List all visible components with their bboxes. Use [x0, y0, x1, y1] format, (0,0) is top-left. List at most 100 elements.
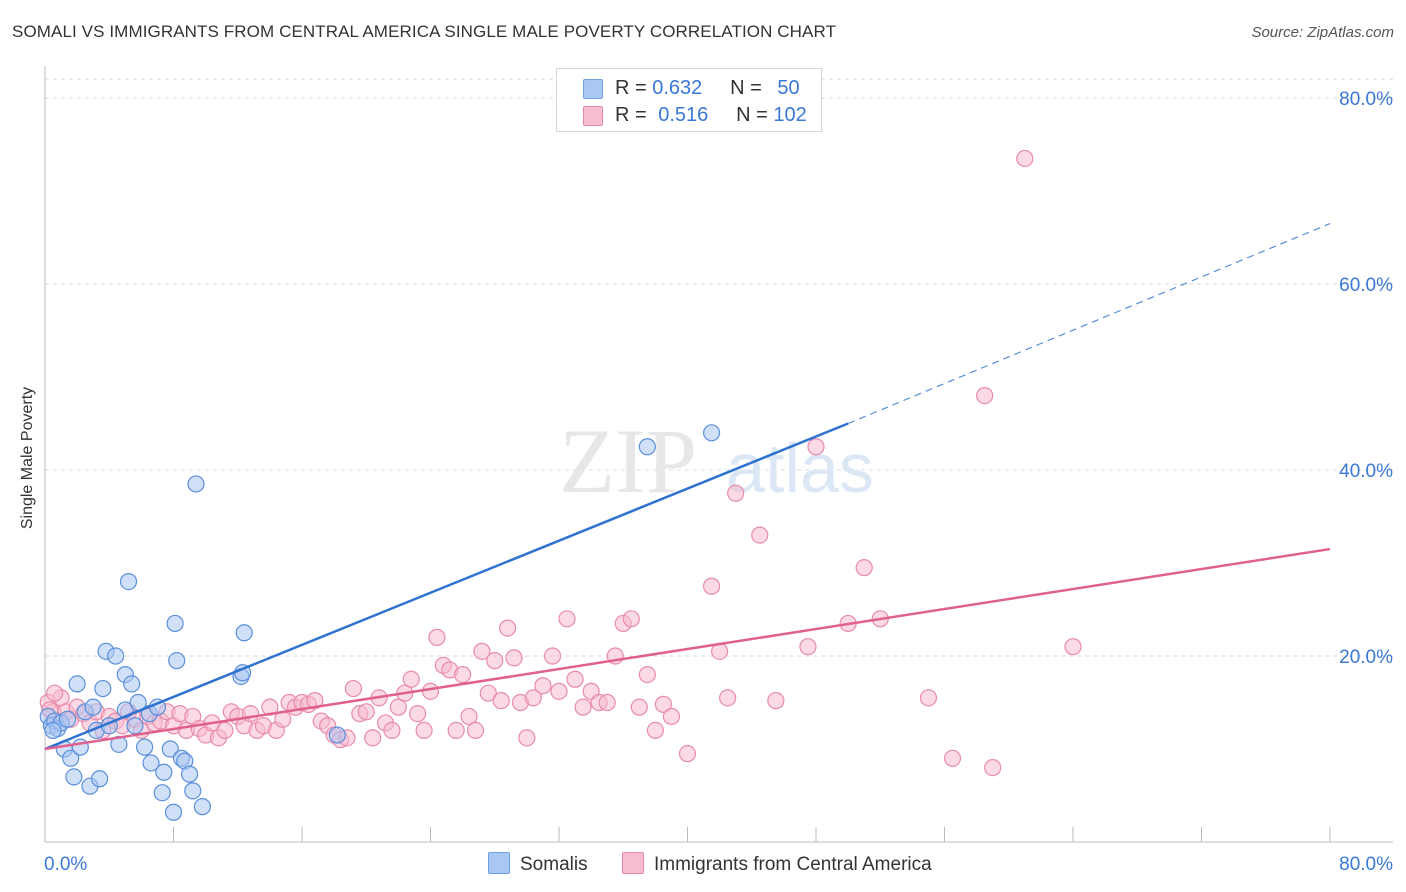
data-point-somalis	[91, 770, 109, 788]
data-point-central-america	[727, 484, 745, 502]
watermark-zip: ZIP	[559, 410, 697, 512]
data-point-central-america	[364, 729, 382, 747]
data-point-central-america	[855, 559, 873, 577]
x-tick-label: 80.0%	[1339, 854, 1393, 875]
data-point-central-america	[499, 619, 517, 637]
legend-label-somalis: Somalis	[520, 854, 588, 875]
correlation-legend: R = 0.632 N = 50 R = 0.516 N = 102	[556, 68, 822, 132]
data-point-central-america	[306, 692, 324, 710]
data-point-somalis	[65, 768, 83, 786]
data-point-central-america	[678, 745, 697, 763]
data-point-central-america	[558, 610, 576, 628]
data-point-central-america	[344, 679, 362, 698]
data-point-central-america	[1016, 149, 1034, 168]
y-tick-label: 60.0%	[1339, 275, 1393, 296]
data-point-somalis	[638, 438, 656, 456]
data-point-central-america	[807, 438, 825, 456]
legend-n-label: N =	[730, 77, 762, 99]
data-point-central-america	[550, 682, 568, 700]
trend-line-somalis-extension	[847, 222, 1331, 425]
data-point-somalis	[166, 614, 184, 633]
data-point-central-america	[505, 649, 523, 667]
x-tick-label: 0.0%	[44, 854, 87, 875]
data-point-central-america	[799, 638, 817, 656]
data-point-central-america	[751, 526, 769, 544]
data-point-central-america	[473, 642, 491, 660]
y-tick-label: 20.0%	[1339, 647, 1393, 668]
data-point-central-america	[719, 689, 737, 707]
data-point-central-america	[1064, 638, 1082, 656]
data-point-central-america	[638, 665, 656, 684]
data-point-central-america	[479, 684, 497, 702]
data-point-somalis	[142, 754, 160, 772]
data-point-central-america	[654, 695, 673, 713]
data-point-somalis	[328, 726, 346, 744]
legend-n-label: N =	[736, 104, 768, 126]
legend-item-somalis: Somalis	[488, 852, 588, 876]
trend-line-central-america	[44, 547, 1331, 751]
data-point-somalis	[58, 710, 77, 728]
data-point-central-america	[702, 577, 721, 595]
data-point-central-america	[402, 670, 420, 688]
watermark: ZIP atlas	[559, 410, 874, 512]
data-point-central-america	[574, 698, 592, 716]
data-point-central-america	[767, 692, 785, 710]
data-point-somalis	[126, 717, 144, 735]
legend-item-central-america: Immigrants from Central America	[622, 852, 932, 876]
data-point-somalis	[94, 679, 112, 698]
source-label: Source: ZipAtlas.com	[1251, 24, 1394, 41]
data-point-somalis	[161, 740, 179, 758]
data-point-somalis	[168, 652, 186, 670]
data-point-somalis	[123, 675, 141, 693]
legend-label-central-america: Immigrants from Central America	[654, 854, 932, 875]
data-point-central-america	[566, 670, 584, 688]
data-point-central-america	[383, 721, 401, 740]
data-point-somalis	[184, 782, 202, 800]
data-point-central-america	[409, 705, 427, 723]
y-tick-label: 40.0%	[1339, 461, 1393, 482]
data-point-central-america	[919, 689, 938, 707]
data-point-somalis	[44, 721, 62, 740]
data-point-central-america	[447, 721, 465, 740]
data-point-central-america	[524, 689, 542, 707]
data-point-central-america	[460, 707, 478, 726]
legend-r-value: 0.516	[658, 104, 709, 126]
data-point-central-america	[428, 628, 446, 647]
data-point-central-america	[242, 705, 260, 723]
legend-swatch-pink	[622, 852, 644, 874]
legend-row-central-america: R = 0.516 N = 102	[557, 102, 821, 128]
data-point-central-america	[216, 721, 234, 740]
data-point-central-america	[486, 652, 504, 670]
data-point-central-america	[454, 665, 472, 684]
data-point-somalis	[153, 784, 171, 802]
legend-r-label: R =	[615, 77, 647, 99]
data-point-central-america	[976, 387, 994, 405]
data-point-central-america	[46, 684, 64, 702]
data-point-central-america	[466, 721, 485, 740]
trend-line-somalis	[44, 422, 849, 751]
trend-lines	[44, 222, 1331, 751]
data-point-central-america	[622, 610, 640, 628]
y-tick-label: 80.0%	[1339, 89, 1393, 110]
data-point-somalis	[119, 572, 138, 591]
data-point-somalis	[62, 749, 80, 767]
data-point-somalis	[68, 675, 86, 693]
data-point-central-america	[943, 749, 962, 767]
data-point-central-america	[415, 721, 433, 740]
data-point-somalis	[107, 647, 125, 665]
data-point-central-america	[421, 682, 440, 700]
data-point-central-america	[492, 692, 510, 710]
data-point-somalis	[135, 738, 154, 756]
data-point-somalis	[155, 763, 173, 781]
data-point-somalis	[193, 798, 212, 816]
legend-n-value: 102	[773, 104, 807, 126]
legend-n-value: 50	[777, 77, 800, 99]
data-point-central-america	[598, 693, 616, 712]
data-point-central-america	[518, 729, 536, 747]
chart-title: SOMALI VS IMMIGRANTS FROM CENTRAL AMERIC…	[12, 22, 837, 41]
legend-swatch-blue	[583, 79, 603, 99]
legend-r-value: 0.632	[652, 77, 703, 99]
legend-swatch-blue	[488, 852, 510, 874]
data-point-central-america	[543, 647, 562, 665]
